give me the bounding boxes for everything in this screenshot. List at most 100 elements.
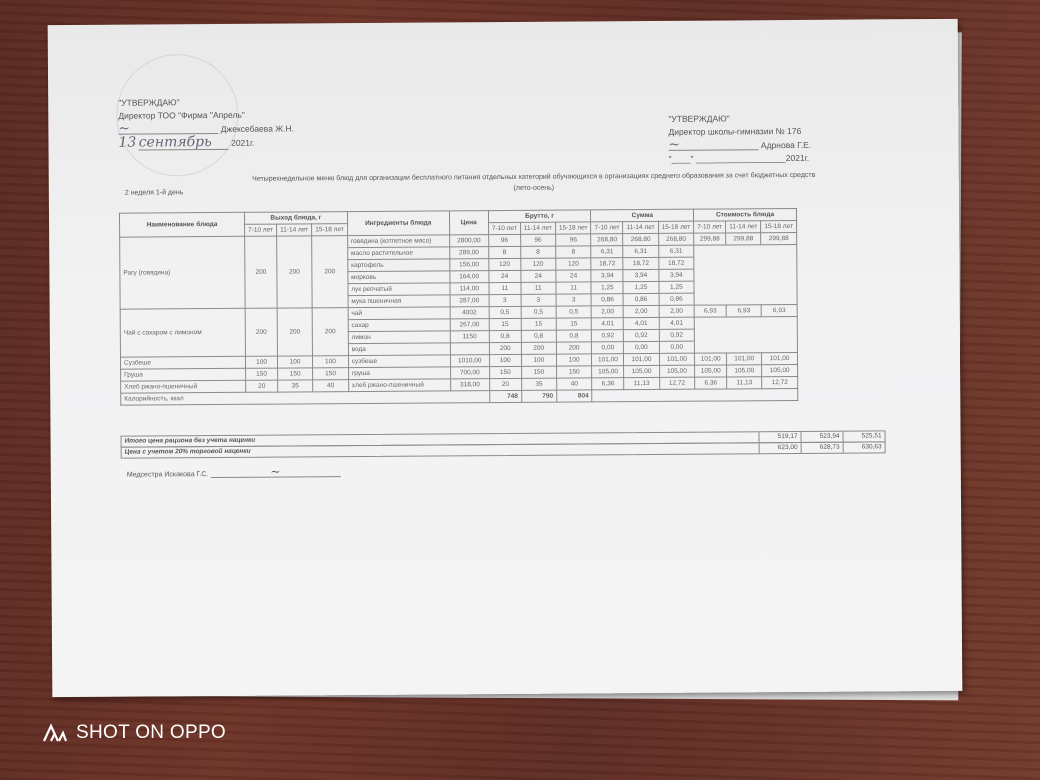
header-age: 7-10 лет <box>488 222 521 235</box>
ingredient-brutto: 0,8 <box>556 329 592 343</box>
totals-block: Итого цена рациона без учета наценки 519,… <box>120 430 886 459</box>
ingredient-sum: 1,25 <box>591 281 624 294</box>
ingredient-brutto: 150 <box>489 366 522 379</box>
dish-yield: 150 <box>245 368 278 381</box>
dish-name: Груша <box>120 368 246 382</box>
ingredient-sum: 0,92 <box>658 329 695 342</box>
ingredient-sum: 268,80 <box>591 233 624 246</box>
total-value: 523,94 <box>800 431 843 442</box>
ingredient-brutto: 96 <box>555 233 592 247</box>
dish-cost: 101,00 <box>694 352 727 366</box>
empty-cell <box>693 244 798 306</box>
ingredient-sum: 12,72 <box>659 377 695 390</box>
ingredient-sum: 18,72 <box>623 257 659 270</box>
dish-yield: 35 <box>277 379 313 393</box>
ingredient-brutto: 200 <box>489 342 522 355</box>
dish-yield: 20 <box>245 380 278 393</box>
dish-yield: 150 <box>277 367 313 381</box>
menu-document: "УТВЕРЖДАЮ" Директор ТОО "Фирма "Апрель"… <box>47 18 963 698</box>
ingredient-name: вода <box>348 342 451 356</box>
ingredient-sum: 1,25 <box>658 281 695 294</box>
header-age: 11-14 лет <box>725 220 761 233</box>
camera-logo-icon <box>43 723 68 742</box>
nurse-signature-line: Медсестра Искакова Г.С. ~ <box>126 465 341 479</box>
dish-yield: 200 <box>312 307 349 356</box>
menu-table: Наименование блюда Выход блюда, г Ингредие… <box>119 208 798 406</box>
header-age: 7-10 лет <box>244 224 277 237</box>
ingredient-brutto: 100 <box>521 354 557 367</box>
total-value: 525,51 <box>842 431 885 442</box>
ingredient-brutto: 200 <box>556 341 592 355</box>
ingredient-sum: 2,00 <box>658 305 695 318</box>
dish-name: Рагу (говядина) <box>119 236 246 310</box>
header-age: 15-18 лет <box>555 221 592 235</box>
approval-name: Адрнова Г.Е. <box>760 139 812 151</box>
ingredient-sum: 18,72 <box>591 257 624 270</box>
ingredient-sum: 0,86 <box>623 293 659 306</box>
ingredient-sum: 4,01 <box>591 317 624 330</box>
document-title: Четырехнедельное меню блюд для организац… <box>149 169 919 196</box>
ingredient-brutto: 35 <box>521 378 557 391</box>
approval-heading: "УТВЕРЖДАЮ" <box>668 113 730 124</box>
ingredient-name: говядина (котлетное мясо) <box>347 234 450 248</box>
header-cost: Стоимость блюда <box>693 208 797 222</box>
ingredient-sum: 105,00 <box>623 365 660 378</box>
ingredient-price <box>450 342 490 355</box>
ingredient-sum: 18,72 <box>658 257 695 270</box>
ingredient-brutto: 0,5 <box>555 305 592 319</box>
date-day: 13 <box>118 134 137 151</box>
dish-yield: 200 <box>244 236 278 309</box>
dish-yield: 200 <box>245 308 278 357</box>
nurse-name: Медсестра Искакова Г.С. <box>126 471 209 479</box>
ingredient-name: масло растительное <box>347 246 450 260</box>
ingredient-price: 289,00 <box>449 246 489 259</box>
ingredient-brutto: 8 <box>520 246 556 259</box>
dish-name: Сузбеше <box>120 356 246 370</box>
date-year: 2021г. <box>785 152 810 164</box>
ingredient-brutto: 0,5 <box>520 306 557 319</box>
dish-cost: 12,72 <box>761 376 798 389</box>
ingredient-brutto: 150 <box>521 366 557 379</box>
header-age: 15-18 лет <box>760 220 797 233</box>
signature: ~ <box>668 137 759 153</box>
approval-position: Директор школы-гимназии № 176 <box>668 125 802 137</box>
ingredient-sum: 11,13 <box>624 377 660 390</box>
dish-cost: 101,00 <box>726 352 762 365</box>
date-year: 2021г. <box>231 137 255 148</box>
dish-cost: 6,36 <box>694 376 727 390</box>
dish-yield: 150 <box>312 367 349 380</box>
ingredient-sum: 6,36 <box>592 377 625 390</box>
ingredient-name: мука пшеничная <box>347 294 450 308</box>
ingredient-sum: 105,00 <box>591 365 625 378</box>
ingredient-brutto: 8 <box>488 246 521 259</box>
header-age: 11-14 лет <box>622 221 659 234</box>
header-price: Цена <box>449 210 489 235</box>
ingredient-name: лук репчатый <box>347 282 450 296</box>
dish-name: Хлеб ржано-пшеничный <box>120 380 246 394</box>
ingredient-brutto: 100 <box>556 353 592 367</box>
ingredient-brutto: 120 <box>555 257 592 271</box>
ingredient-brutto: 96 <box>520 234 556 247</box>
header-age: 15-18 лет <box>311 223 348 236</box>
header-yield: Выход блюда, г <box>244 211 348 225</box>
ingredient-price: 267,00 <box>449 318 490 331</box>
dish-yield: 200 <box>311 235 348 308</box>
dish-yield: 40 <box>312 379 349 392</box>
ingredient-brutto: 8 <box>555 245 592 259</box>
date-month: сентябрь <box>139 134 229 151</box>
dish-yield: 200 <box>276 235 313 309</box>
ingredient-sum: 101,00 <box>623 353 660 366</box>
ingredient-sum: 4,01 <box>623 317 659 330</box>
ingredient-brutto: 15 <box>556 317 592 331</box>
ingredient-brutto: 11 <box>488 282 521 295</box>
ingredient-sum: 0,00 <box>658 341 695 354</box>
ingredient-brutto: 0,8 <box>489 330 522 343</box>
calories-value: 790 <box>521 390 557 403</box>
header-age: 11-14 лет <box>520 222 556 235</box>
ingredient-sum: 1,25 <box>623 281 659 294</box>
ingredient-sum: 6,31 <box>591 245 624 258</box>
ingredient-sum: 3,94 <box>658 269 695 282</box>
watermark-text: SHOT ON OPPO <box>76 722 226 743</box>
dish-yield: 100 <box>312 355 349 368</box>
ingredient-price: 700,00 <box>450 366 490 379</box>
